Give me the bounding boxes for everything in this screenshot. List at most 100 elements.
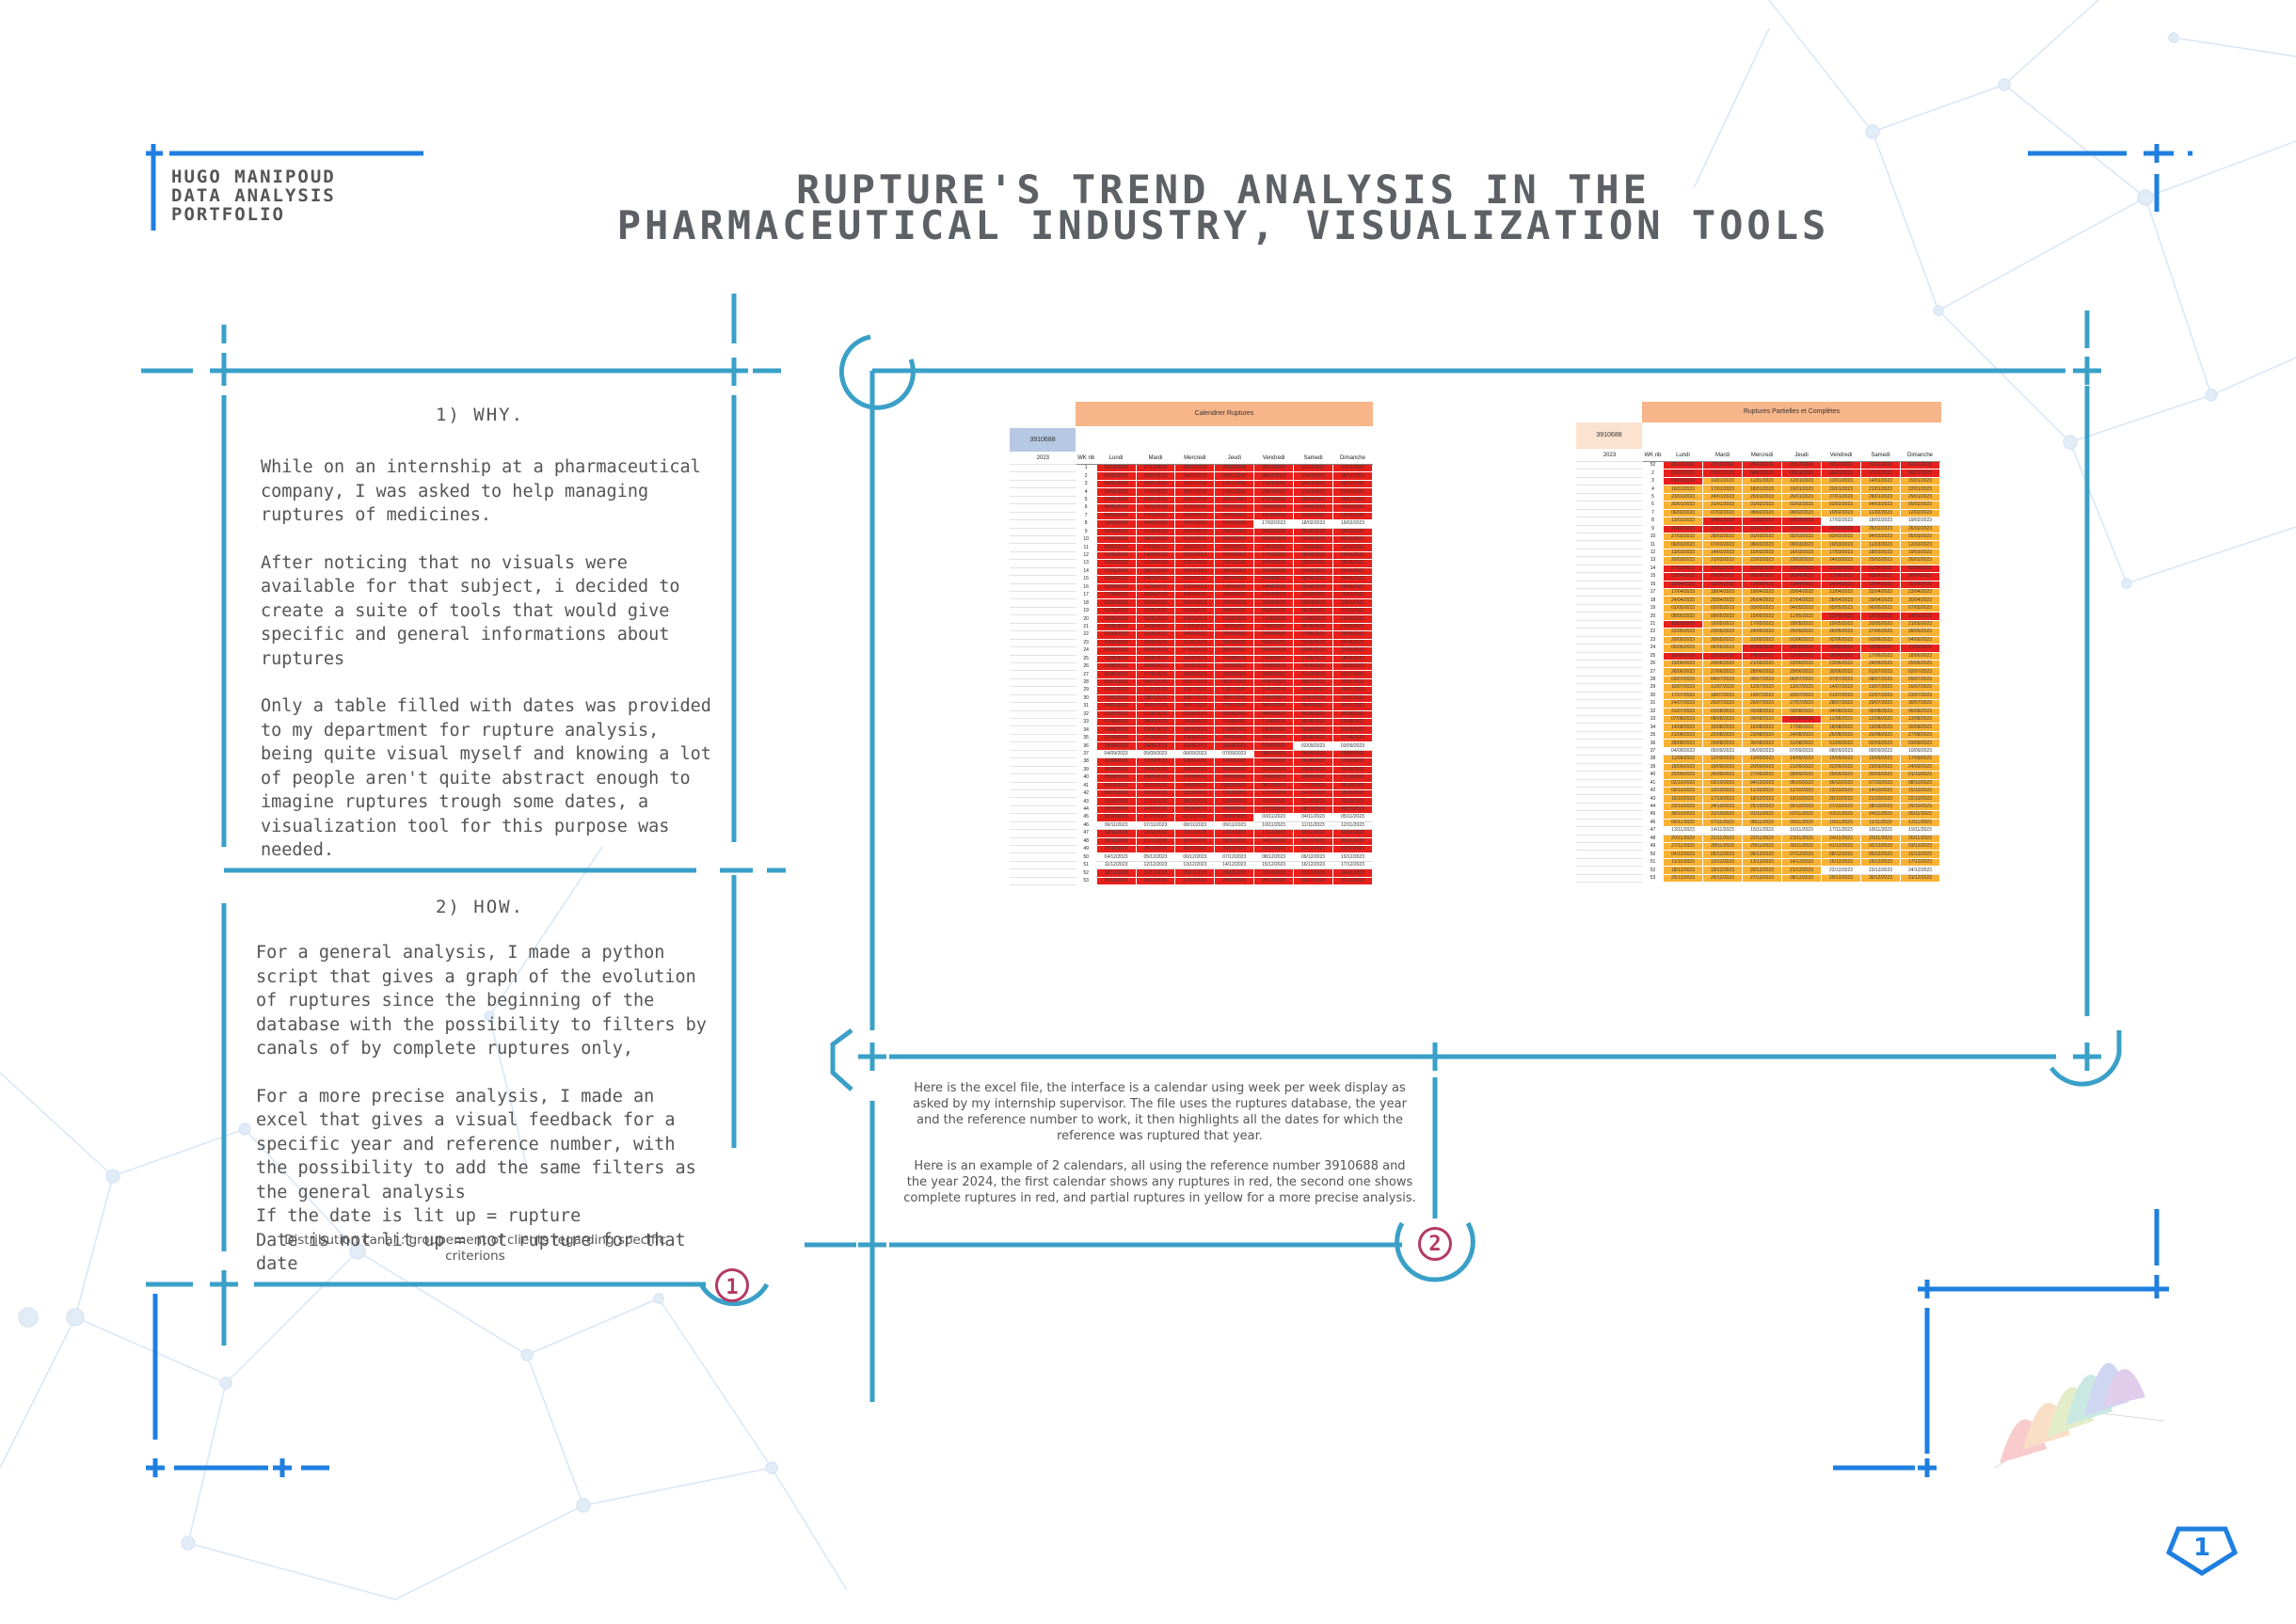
- calendar-date-cell: 03/05/2023: [1174, 606, 1216, 616]
- calendar-date-cell: 14/03/2023: [1135, 550, 1176, 561]
- calendar-date-cell: 22/10/2023: [1331, 797, 1374, 806]
- calendar-date-cell: 22/11/2023: [1742, 834, 1782, 844]
- calendar-date-cell: 13/08/2023: [1900, 714, 1940, 724]
- calendar-date-cell: 28/06/2023: [1174, 670, 1216, 679]
- calendar-date-cell: 07/07/2023: [1253, 677, 1295, 688]
- calendar-date-cell: 05/05/2023: [1821, 603, 1861, 613]
- day-header: Mercredi: [1742, 449, 1782, 462]
- calendar-date-cell: 06/01/2023: [1253, 471, 1295, 481]
- calendar-date-cell: 21/11/2023: [1135, 836, 1176, 847]
- calendar-date-cell: 01/10/2023: [1331, 773, 1374, 783]
- sheet-side-cell: [1010, 860, 1076, 870]
- calendar-date-cell: 22/05/2023: [1095, 630, 1137, 640]
- week-number-cell: 21: [1076, 623, 1097, 631]
- calendar-date-cell: 16/06/2023: [1253, 654, 1295, 663]
- week-number-cell: 43: [1076, 797, 1097, 806]
- calendar-date-cell: 02/10/2023: [1663, 778, 1703, 788]
- week-number-cell: 38: [1076, 757, 1097, 767]
- week-number-cell: 42: [1642, 787, 1664, 795]
- calendar-date-cell: 16/02/2023: [1214, 519, 1255, 529]
- calendar-date-cell: 19/04/2023: [1742, 587, 1782, 597]
- week-number-cell: 36: [1076, 741, 1097, 751]
- calendar-week-row: 9 20/02/2023 21/02/2023 22/02/2023 23/02/202…: [1010, 527, 1374, 536]
- calendar-date-cell: 07/02/2023: [1702, 508, 1743, 518]
- calendar-date-cell: 26/05/2023: [1253, 630, 1295, 640]
- calendar-date-cell: 15/09/2023: [1253, 757, 1295, 767]
- calendar-date-cell: 12/05/2023: [1253, 614, 1295, 624]
- calendar-date-cell: 23/04/2023: [1331, 590, 1374, 600]
- calendar-date-cell: 11/07/2023: [1702, 683, 1743, 693]
- sheet-side-cell: [1576, 501, 1643, 510]
- calendar-week-row: 37 04/09/2023 05/09/2023 06/09/2023 07/09/20…: [1010, 749, 1374, 759]
- week-number-cell: 34: [1642, 723, 1664, 732]
- calendar-date-cell: 03/03/2023: [1253, 534, 1295, 545]
- week-number-cell: 34: [1076, 725, 1097, 735]
- calendar-date-cell: 06/03/2023: [1095, 543, 1137, 552]
- week-number-cell: 33: [1642, 715, 1664, 724]
- calendar-date-cell: 08/01/2023: [1900, 469, 1940, 478]
- calendar-date-cell: 22/02/2023: [1742, 524, 1782, 533]
- calendar-week-row: 17 17/04/2023 18/04/2023 19/04/2023 20/04/20…: [1576, 587, 1940, 597]
- calendar-date-cell: 23/08/2023: [1742, 730, 1782, 740]
- calendar-date-cell: 28/05/2023: [1331, 630, 1374, 640]
- calendar-date-cell: 30/07/2023: [1900, 699, 1940, 709]
- week-number-cell: 48: [1076, 837, 1097, 846]
- calendar-date-cell: 21/10/2023: [1860, 794, 1901, 804]
- calendar-date-cell: 07/11/2023: [1702, 818, 1743, 828]
- calendar-week-row: 14 27/03/2023 28/03/2023 29/03/2023 30/03/20…: [1010, 566, 1374, 577]
- calendar-date-cell: 12/09/2023: [1702, 755, 1743, 764]
- week-number-cell: 2: [1642, 469, 1664, 478]
- calendar-date-cell: 10/12/2023: [1900, 850, 1940, 859]
- calendar-date-cell: 04/07/2023: [1135, 677, 1176, 688]
- calendar-date-cell: 25/06/2023: [1900, 659, 1940, 669]
- calendar-date-cell: 25/12/2023: [1663, 873, 1703, 884]
- calendar-date-cell: 25/02/2023: [1293, 527, 1333, 536]
- calendar-week-row: 29 10/07/2023 11/07/2023 12/07/2023 13/07/20…: [1010, 686, 1374, 695]
- section-why-how-frame: [141, 294, 786, 1345]
- excel-caption-paragraph-2: Here is an example of 2 calendars, all u…: [903, 1159, 1416, 1205]
- calendar-date-cell: 18/06/2023: [1331, 654, 1374, 663]
- calendar-week-row: 19 01/05/2023 02/05/2023 03/05/2023 04/05/20…: [1010, 606, 1374, 616]
- calendar-date-cell: 29/05/2023: [1095, 638, 1137, 648]
- calendar-week-row: 53 25/12/2023 26/12/2023 27/12/2023 28/12/20…: [1010, 876, 1374, 886]
- calendar-date-cell: 14/11/2023: [1702, 826, 1743, 836]
- calendar-date-cell: 19/03/2023: [1331, 550, 1374, 561]
- week-number-cell: 28: [1076, 678, 1097, 687]
- week-number-cell: 22: [1076, 630, 1097, 640]
- calendar-date-cell: 10/09/2023: [1331, 749, 1374, 759]
- calendar-date-cell: 21/06/2023: [1742, 659, 1782, 669]
- calendar-date-cell: 03/11/2023: [1253, 813, 1295, 822]
- calendar-date-cell: 31/12/2022: [1860, 460, 1901, 470]
- week-number-cell: 4: [1076, 487, 1097, 497]
- week-number-cell: 30: [1642, 692, 1664, 700]
- calendar-date-cell: 02/08/2023: [1742, 707, 1782, 717]
- week-number-cell: 39: [1642, 763, 1664, 772]
- sheet-year-label: 2023: [1010, 452, 1076, 465]
- calendar-date-cell: 15/03/2023: [1742, 548, 1782, 558]
- calendar-date-cell: 04/02/2023: [1860, 501, 1901, 510]
- calendar-date-cell: 31/10/2023: [1135, 813, 1176, 822]
- calendar-date-cell: 29/04/2023: [1860, 596, 1901, 605]
- calendar-date-cell: 17/12/2023: [1900, 857, 1940, 868]
- calendar-date-cell: 27/01/2023: [1253, 495, 1295, 505]
- calendar-date-cell: 28/07/2023: [1821, 699, 1861, 709]
- calendar-date-cell: 09/07/2023: [1900, 675, 1940, 685]
- calendar-date-cell: 19/01/2023: [1214, 487, 1255, 497]
- calendar-date-cell: 26/03/2023: [1331, 559, 1374, 568]
- week-number-cell: 3: [1076, 480, 1097, 488]
- calendar-date-cell: 20/12/2023: [1742, 866, 1782, 875]
- calendar-date-cell: 08/03/2023: [1742, 540, 1782, 549]
- calendar-week-row: 5 23/01/2023 24/01/2023 25/01/2023 26/01/202…: [1576, 492, 1940, 502]
- calendar-date-cell: 02/03/2023: [1781, 532, 1822, 542]
- week-number-cell: 35: [1642, 731, 1664, 740]
- calendar-date-cell: 23/01/2023: [1663, 492, 1703, 502]
- calendar-date-cell: 09/11/2023: [1214, 820, 1255, 831]
- calendar-date-cell: 04/10/2023: [1174, 781, 1216, 790]
- week-number-header: WK nb: [1642, 449, 1664, 462]
- calendar-date-cell: 21/12/2023: [1214, 868, 1255, 878]
- calendar-date-cell: 20/01/2023: [1253, 487, 1295, 497]
- calendar-date-cell: 14/09/2023: [1781, 755, 1822, 764]
- calendar-date-cell: 29/06/2023: [1781, 667, 1822, 677]
- week-number-cell: 24: [1076, 646, 1097, 655]
